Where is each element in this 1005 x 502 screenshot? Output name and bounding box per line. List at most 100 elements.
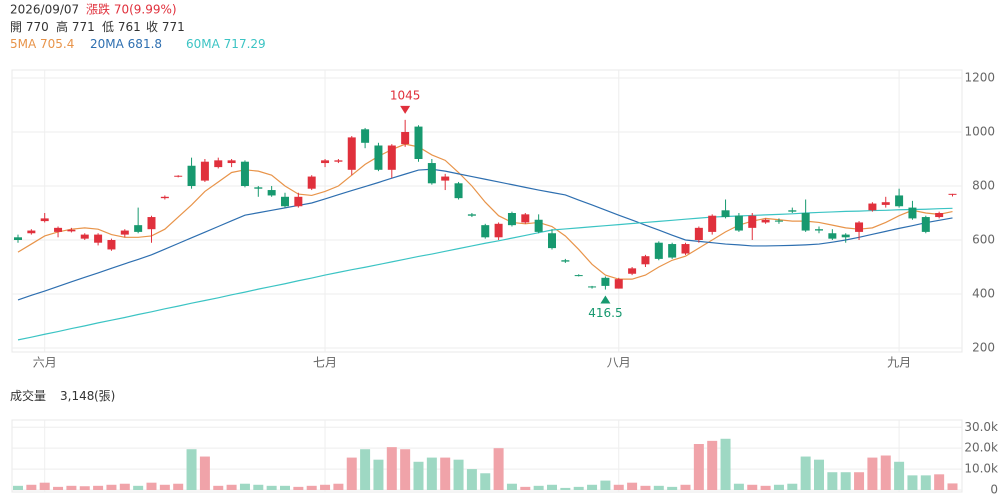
- volume-bar: [306, 485, 317, 490]
- candle-body: [761, 219, 770, 223]
- candle-body: [427, 163, 436, 184]
- open-summary: 開 770: [10, 20, 49, 34]
- volume-bar: [760, 485, 771, 490]
- candle-body: [628, 268, 637, 274]
- volume-bar: [106, 484, 117, 490]
- candle-body: [721, 210, 730, 218]
- candle-body: [414, 126, 423, 159]
- volume-bar: [667, 486, 678, 490]
- volume-bar: [280, 485, 290, 490]
- candle-body: [454, 183, 463, 199]
- volume-bar: [493, 448, 504, 490]
- legend-entry: 5MA 705.4: [10, 37, 74, 51]
- volume-bar: [79, 486, 90, 490]
- volume-bar: [13, 485, 23, 490]
- high-summary: 高 771: [56, 19, 95, 34]
- candle-body: [601, 277, 610, 286]
- candle-body: [334, 160, 343, 162]
- x-tick-label: 九月: [887, 356, 911, 370]
- candle-body: [641, 256, 650, 265]
- candle-body: [294, 196, 303, 207]
- volume-bar: [26, 484, 37, 490]
- candle-body: [347, 137, 356, 170]
- volume-bar: [39, 482, 50, 490]
- legend-name: 60MA: [186, 37, 221, 51]
- date: 2026/09/07: [10, 3, 79, 17]
- candle-body: [174, 175, 183, 177]
- volume-bar: [894, 461, 905, 490]
- candle-body: [200, 161, 209, 181]
- volume-bar: [613, 484, 624, 490]
- ohlc-summary: 開 770 高 771 低 761 收 771: [10, 19, 185, 34]
- volume-bar: [693, 444, 704, 490]
- volume-frame: [11, 419, 963, 493]
- candle-body: [227, 160, 236, 164]
- candle-body: [94, 234, 103, 243]
- candle-body: [534, 219, 543, 232]
- volume-bar: [426, 457, 437, 490]
- volume-bar: [226, 484, 237, 490]
- candle-body: [374, 145, 383, 170]
- low-summary: 低 761: [102, 20, 141, 34]
- x-tick-label: 八月: [607, 356, 631, 370]
- candle-body: [708, 215, 717, 232]
- volume-bar: [506, 483, 517, 490]
- volume-bar: [373, 459, 384, 490]
- candle-body: [80, 234, 89, 239]
- candle-body: [267, 190, 276, 196]
- high-annotation: 1045: [390, 88, 421, 102]
- candle-body: [240, 161, 249, 186]
- volume-bar: [440, 457, 451, 490]
- volume-bar: [627, 482, 638, 490]
- candle-body: [654, 242, 663, 259]
- y-tick-label: 20.0k: [964, 441, 998, 455]
- candle-body: [40, 218, 49, 222]
- candle-body: [881, 202, 890, 205]
- volume-bar: [266, 485, 277, 490]
- candle-body: [561, 260, 570, 262]
- volume-bar: [733, 483, 744, 490]
- volume-bar: [53, 486, 64, 490]
- y-tick-label: 0: [990, 483, 998, 497]
- candle-body: [27, 230, 36, 234]
- candle-body: [841, 234, 850, 238]
- candle-body: [788, 210, 797, 212]
- candle-body: [401, 132, 410, 145]
- volume-bar: [854, 472, 865, 490]
- candle-body: [774, 220, 783, 222]
- candle-body: [14, 237, 22, 240]
- price-frame: [11, 69, 963, 353]
- candle-body: [668, 244, 677, 258]
- volume-bar: [466, 469, 477, 490]
- candle-body: [254, 187, 263, 189]
- candle-body: [67, 229, 76, 232]
- volume-bar: [560, 487, 571, 490]
- change: 漲跌 70(9.99%): [86, 2, 177, 17]
- volume-last: 3,148: [60, 389, 94, 403]
- candle-body: [895, 195, 904, 207]
- volume-bar: [199, 456, 210, 490]
- legend-name: 20MA: [90, 37, 125, 51]
- candle-body: [828, 233, 837, 239]
- close-summary: 收 771: [146, 20, 185, 34]
- volume-bar: [133, 485, 144, 490]
- volume-bar: [587, 484, 598, 490]
- volume-bar: [653, 485, 664, 490]
- volume-bar: [800, 456, 811, 490]
- ma-line: [17, 143, 953, 280]
- candle-body: [361, 129, 370, 143]
- volume-bar: [547, 484, 557, 490]
- high-marker: [400, 105, 411, 114]
- volume-bar: [867, 457, 878, 490]
- y-tick-label: 400: [972, 287, 995, 301]
- volume-bar: [720, 438, 731, 490]
- y-tick-label: 1200: [964, 71, 995, 85]
- candle-body: [481, 225, 490, 238]
- candle-body: [467, 214, 476, 216]
- volume-bar: [907, 475, 918, 490]
- volume-bar: [814, 459, 824, 490]
- y-tick-label: 600: [972, 233, 995, 247]
- candle-body: [281, 196, 289, 207]
- candle-body: [387, 145, 396, 170]
